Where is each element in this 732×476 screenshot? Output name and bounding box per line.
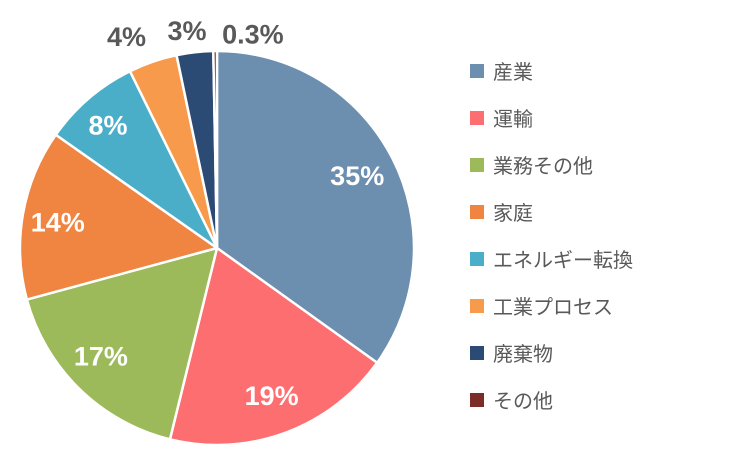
legend-item-transport: 運輸 — [470, 94, 633, 141]
pie-slice-value-label-industry: 35% — [330, 161, 384, 191]
legend-swatch-icon — [470, 298, 484, 313]
legend-item-waste: 廃棄物 — [470, 329, 633, 376]
pie-slice-value-label-residential: 14% — [31, 208, 85, 238]
pie-slice-energy-conversion — [54, 69, 219, 250]
legend-label: 家庭 — [493, 203, 533, 225]
legend-label: 工業プロセス — [493, 297, 613, 319]
pie-slice-transport — [168, 246, 379, 447]
pie-slice-residential — [18, 133, 219, 301]
legend-label: エネルギー転換 — [493, 250, 633, 272]
legend-swatch-icon — [470, 157, 484, 172]
legend-swatch-icon — [470, 392, 484, 407]
legend-item-energy-conversion: エネルギー転換 — [470, 235, 633, 282]
legend-swatch-icon — [470, 251, 484, 266]
legend-item-other: その他 — [470, 376, 633, 423]
legend-item-residential: 家庭 — [470, 188, 633, 235]
pie-slice-value-label-commercial-other: 17% — [74, 342, 128, 372]
pie-slice-industry — [215, 49, 416, 364]
legend-item-commercial-other: 業務その他 — [470, 141, 633, 188]
legend-swatch-icon — [470, 63, 484, 78]
pie-slice-value-label-industrial-process: 4% — [107, 22, 146, 52]
pie-slice-value-label-other: 0.3% — [222, 19, 284, 49]
legend-swatch-icon — [470, 110, 484, 125]
legend-item-industrial-process: 工業プロセス — [470, 282, 633, 329]
pie-slice-commercial-other — [25, 246, 219, 441]
legend-label: 産業 — [493, 62, 533, 84]
pie-slice-other — [212, 49, 219, 250]
pie-slice-value-label-energy-conversion: 8% — [88, 110, 127, 140]
legend-swatch-icon — [470, 204, 484, 219]
pie-chart: 35% 19% 17% 14% 8% 4% 3% 0.3% — [18, 16, 416, 447]
legend-item-industry: 産業 — [470, 47, 633, 94]
legend-label: 業務その他 — [493, 156, 593, 178]
pie-slice-value-label-waste: 3% — [167, 16, 206, 46]
legend-label: その他 — [493, 391, 553, 413]
legend-swatch-icon — [470, 345, 484, 360]
chart-legend: 産業運輸業務その他家庭エネルギー転換 工業プロセス 廃棄物その他 — [470, 47, 633, 423]
legend-label: 廃棄物 — [493, 344, 553, 366]
pie-slice-value-label-transport: 19% — [245, 381, 299, 411]
legend-label: 運輸 — [493, 109, 533, 131]
